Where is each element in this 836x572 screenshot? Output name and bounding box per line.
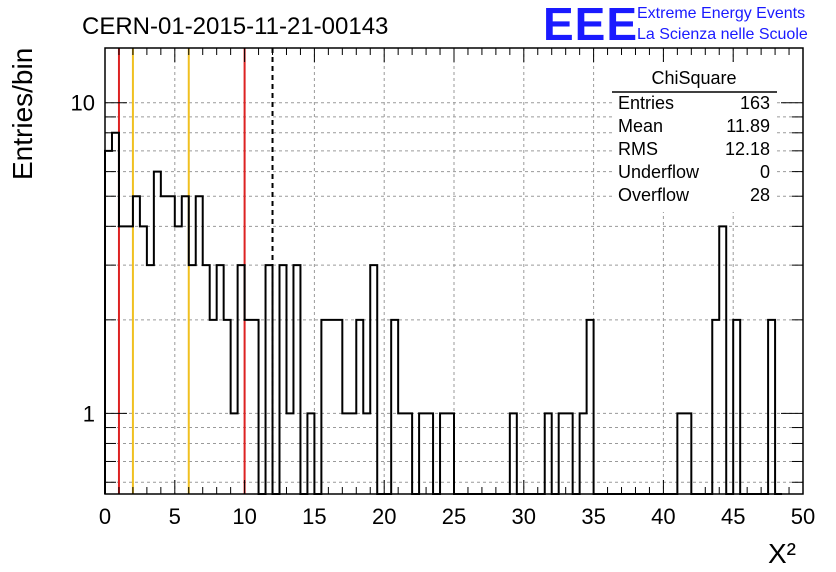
stats-value: 0 xyxy=(760,162,770,182)
y-axis-title: Entries/bin xyxy=(7,48,38,180)
x-tick-labels: 0 5 10 15 20 25 30 35 40 45 50 xyxy=(99,504,815,529)
axis-ticks xyxy=(104,48,804,494)
stats-label: Underflow xyxy=(618,162,700,182)
y-tick-label: 10 xyxy=(71,91,95,116)
stats-value: 28 xyxy=(750,185,770,205)
y-tick-label: 1 xyxy=(83,401,95,426)
logo-line-1: Extreme Energy Events xyxy=(637,5,805,22)
x-tick-label: 35 xyxy=(581,504,605,529)
stats-label: Entries xyxy=(618,93,674,113)
x-tick-label: 50 xyxy=(791,504,815,529)
chart-title: CERN-01-2015-11-21-00143 xyxy=(82,13,388,40)
x-axis-title: X² xyxy=(768,538,796,569)
x-tick-label: 40 xyxy=(651,504,675,529)
stats-label: Overflow xyxy=(618,185,690,205)
x-tick-label: 0 xyxy=(99,504,111,529)
x-tick-label: 25 xyxy=(442,504,466,529)
x-tick-label: 20 xyxy=(372,504,396,529)
logo-line-2: La Scienza nelle Scuole xyxy=(637,26,808,43)
stats-value: 163 xyxy=(740,93,770,113)
stats-label: RMS xyxy=(618,139,658,159)
x-tick-label: 5 xyxy=(169,504,181,529)
stats-label: Mean xyxy=(618,116,663,136)
eee-logo: EEE Extreme Energy Events La Scienza nel… xyxy=(543,0,808,50)
x-tick-label: 10 xyxy=(232,504,256,529)
x-tick-label: 30 xyxy=(512,504,536,529)
logo-mark: EEE xyxy=(543,0,638,50)
stats-value: 11.89 xyxy=(726,116,770,136)
stats-value: 12.18 xyxy=(725,139,770,159)
x-tick-label: 15 xyxy=(302,504,326,529)
y-tick-labels: 1 10 xyxy=(71,91,95,427)
stats-title: ChiSquare xyxy=(651,68,736,88)
stats-box: ChiSquare Entries 163 Mean 11.89 RMS 12.18 Und… xyxy=(612,62,777,212)
x-tick-label: 45 xyxy=(721,504,745,529)
